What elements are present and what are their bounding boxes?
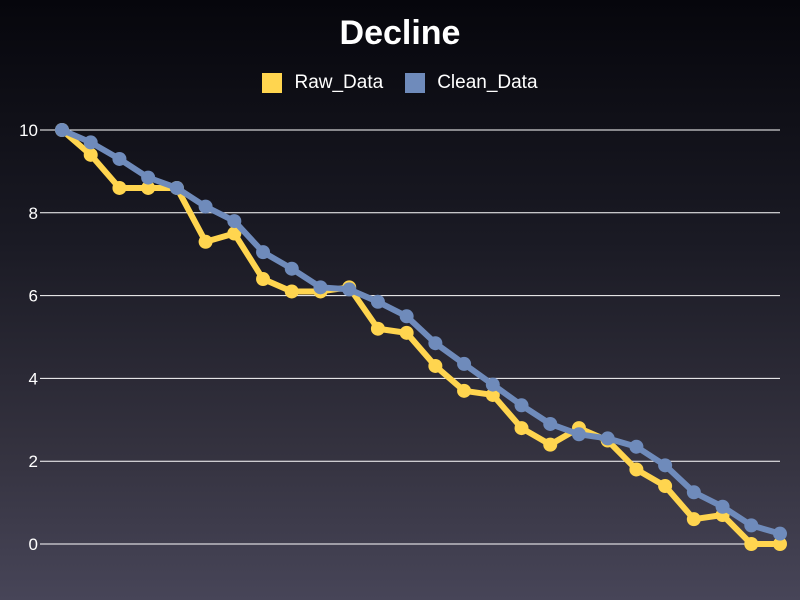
y-tick-label-8: 8: [29, 204, 38, 223]
data-point-raw-data-8: [284, 284, 299, 299]
data-point-clean-data-4: [169, 180, 184, 195]
legend-label-raw-data: Raw_Data: [294, 72, 384, 93]
data-point-raw-data-15: [485, 387, 500, 402]
data-point-raw-data-25: [773, 537, 787, 551]
data-point-clean-data-1: [83, 135, 98, 150]
data-point-clean-data-12: [399, 309, 414, 324]
data-point-clean-data-15: [485, 377, 500, 392]
data-point-clean-data-6: [227, 214, 242, 229]
data-point-clean-data-23: [715, 499, 730, 514]
data-point-raw-data-6: [227, 226, 242, 241]
legend-swatch-raw-data: [262, 73, 283, 93]
data-point-clean-data-18: [571, 427, 586, 442]
legend-label-clean-data: Clean_Data: [437, 72, 538, 93]
data-point-raw-data-14: [457, 383, 472, 398]
series-line-raw-data: [59, 127, 783, 547]
data-point-clean-data-3: [141, 170, 156, 185]
y-tick-label-0: 0: [29, 535, 38, 554]
legend-item-raw-data: Raw_Data: [262, 72, 383, 94]
data-point-raw-data-20: [629, 462, 644, 477]
data-point-raw-data-16: [514, 421, 529, 436]
data-point-clean-data-21: [658, 458, 673, 473]
legend-swatch-clean-data: [405, 73, 426, 93]
data-point-clean-data-2: [112, 151, 127, 166]
y-tick-label-10: 10: [19, 121, 38, 140]
data-point-raw-data-3: [141, 180, 156, 195]
data-point-clean-data-24: [744, 518, 759, 533]
data-point-clean-data-16: [514, 398, 529, 413]
data-point-clean-data-22: [686, 485, 701, 500]
data-point-raw-data-7: [256, 272, 271, 287]
data-point-raw-data-2: [112, 180, 127, 195]
data-point-raw-data-17: [543, 437, 558, 452]
data-point-clean-data-8: [284, 261, 299, 276]
y-tick-label-4: 4: [29, 369, 38, 388]
data-point-raw-data-5: [198, 234, 213, 249]
data-point-clean-data-20: [629, 439, 644, 454]
data-point-clean-data-0: [55, 123, 69, 137]
data-point-raw-data-24: [744, 537, 759, 551]
data-point-raw-data-12: [399, 325, 414, 340]
chart-title: Decline: [339, 14, 461, 52]
legend-item-clean-data: Clean_Data: [405, 72, 538, 94]
data-point-clean-data-10: [342, 282, 357, 297]
data-point-raw-data-13: [428, 358, 443, 373]
data-point-clean-data-17: [543, 416, 558, 431]
data-point-clean-data-5: [198, 199, 213, 214]
data-point-clean-data-25: [773, 526, 787, 541]
data-point-clean-data-9: [313, 280, 328, 295]
y-tick-label-2: 2: [29, 452, 38, 471]
data-point-raw-data-1: [83, 147, 98, 162]
data-point-raw-data-21: [658, 479, 673, 494]
data-point-clean-data-14: [457, 356, 472, 371]
data-point-clean-data-13: [428, 336, 443, 351]
y-tick-label-6: 6: [29, 287, 38, 306]
data-point-raw-data-22: [686, 512, 701, 527]
data-point-clean-data-19: [600, 431, 615, 446]
data-point-clean-data-11: [370, 294, 385, 309]
data-point-clean-data-7: [256, 245, 271, 260]
data-point-raw-data-11: [370, 321, 385, 336]
legend: Raw_Data Clean_Data: [0, 72, 800, 94]
